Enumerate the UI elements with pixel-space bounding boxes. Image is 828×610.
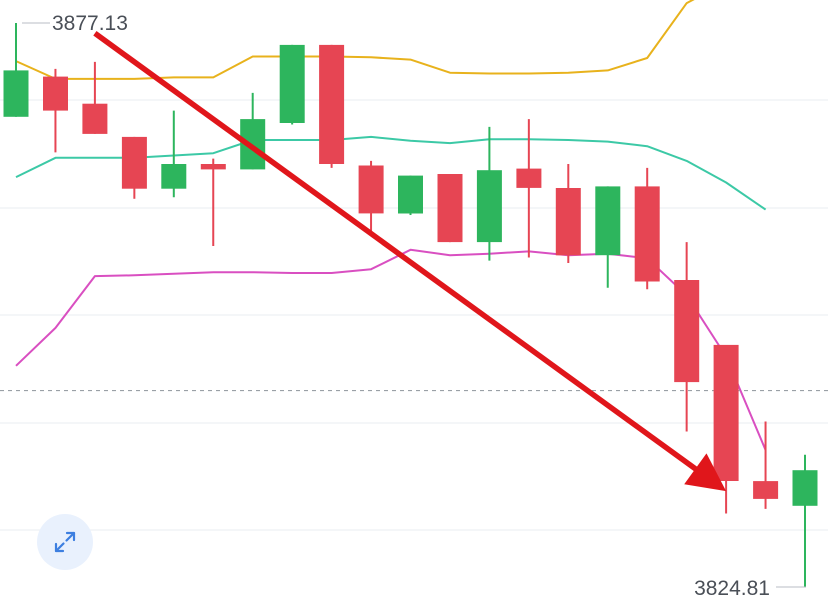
grid xyxy=(0,99,828,531)
candle-body-10 xyxy=(358,165,384,214)
candle-body-17 xyxy=(634,186,660,282)
high-price-label: 3877.13 xyxy=(52,12,128,35)
candle-body-9 xyxy=(319,44,345,164)
candle-body-2 xyxy=(43,76,68,111)
candle-body-13 xyxy=(476,170,502,243)
candle-body-12 xyxy=(437,174,463,243)
candle-body-3 xyxy=(82,103,108,134)
trend-arrow-shaft xyxy=(93,31,701,474)
low-price-label: 3824.81 xyxy=(694,577,770,600)
candle-body-21 xyxy=(792,470,818,506)
candle-body-19 xyxy=(713,344,739,481)
candle-body-16 xyxy=(595,186,621,256)
candle-body-5 xyxy=(161,164,187,189)
candle-body-8 xyxy=(279,44,305,123)
candle-body-14 xyxy=(516,168,542,188)
candle-body-18 xyxy=(674,280,700,383)
expand-button[interactable] xyxy=(37,514,93,570)
candle-body-1 xyxy=(3,70,29,117)
expand-icon xyxy=(54,531,76,553)
candle-body-15 xyxy=(555,188,581,256)
price-labels: 3877.13 3824.81 xyxy=(22,12,806,600)
trend-arrow xyxy=(93,31,727,492)
candle-body-4 xyxy=(121,136,147,189)
candle-body-20 xyxy=(753,481,779,499)
trend-arrow-head xyxy=(684,453,727,492)
candle-body-6 xyxy=(200,164,226,170)
upper-band-line xyxy=(15,0,695,80)
candle-body-11 xyxy=(398,175,423,214)
candles xyxy=(3,23,818,587)
